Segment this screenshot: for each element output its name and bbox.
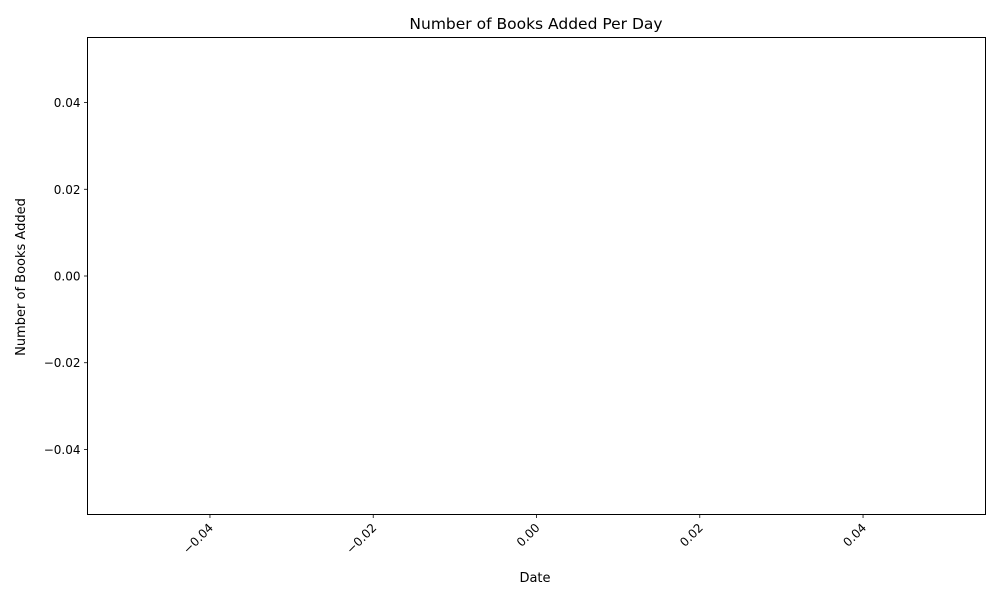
y-tick-label: 0.00 — [54, 270, 81, 284]
chart-title: Number of Books Added Per Day — [409, 15, 662, 33]
y-axis: −0.04 −0.02 0.00 0.02 0.04 — [44, 96, 88, 457]
y-tick-label: −0.02 — [44, 356, 81, 370]
y-tick-label: 0.02 — [54, 183, 81, 197]
y-tick-label: 0.04 — [54, 96, 81, 110]
y-tick-label: −0.04 — [44, 443, 81, 457]
x-axis-label: Date — [519, 571, 550, 586]
y-axis-label: Number of Books Added — [14, 198, 29, 356]
